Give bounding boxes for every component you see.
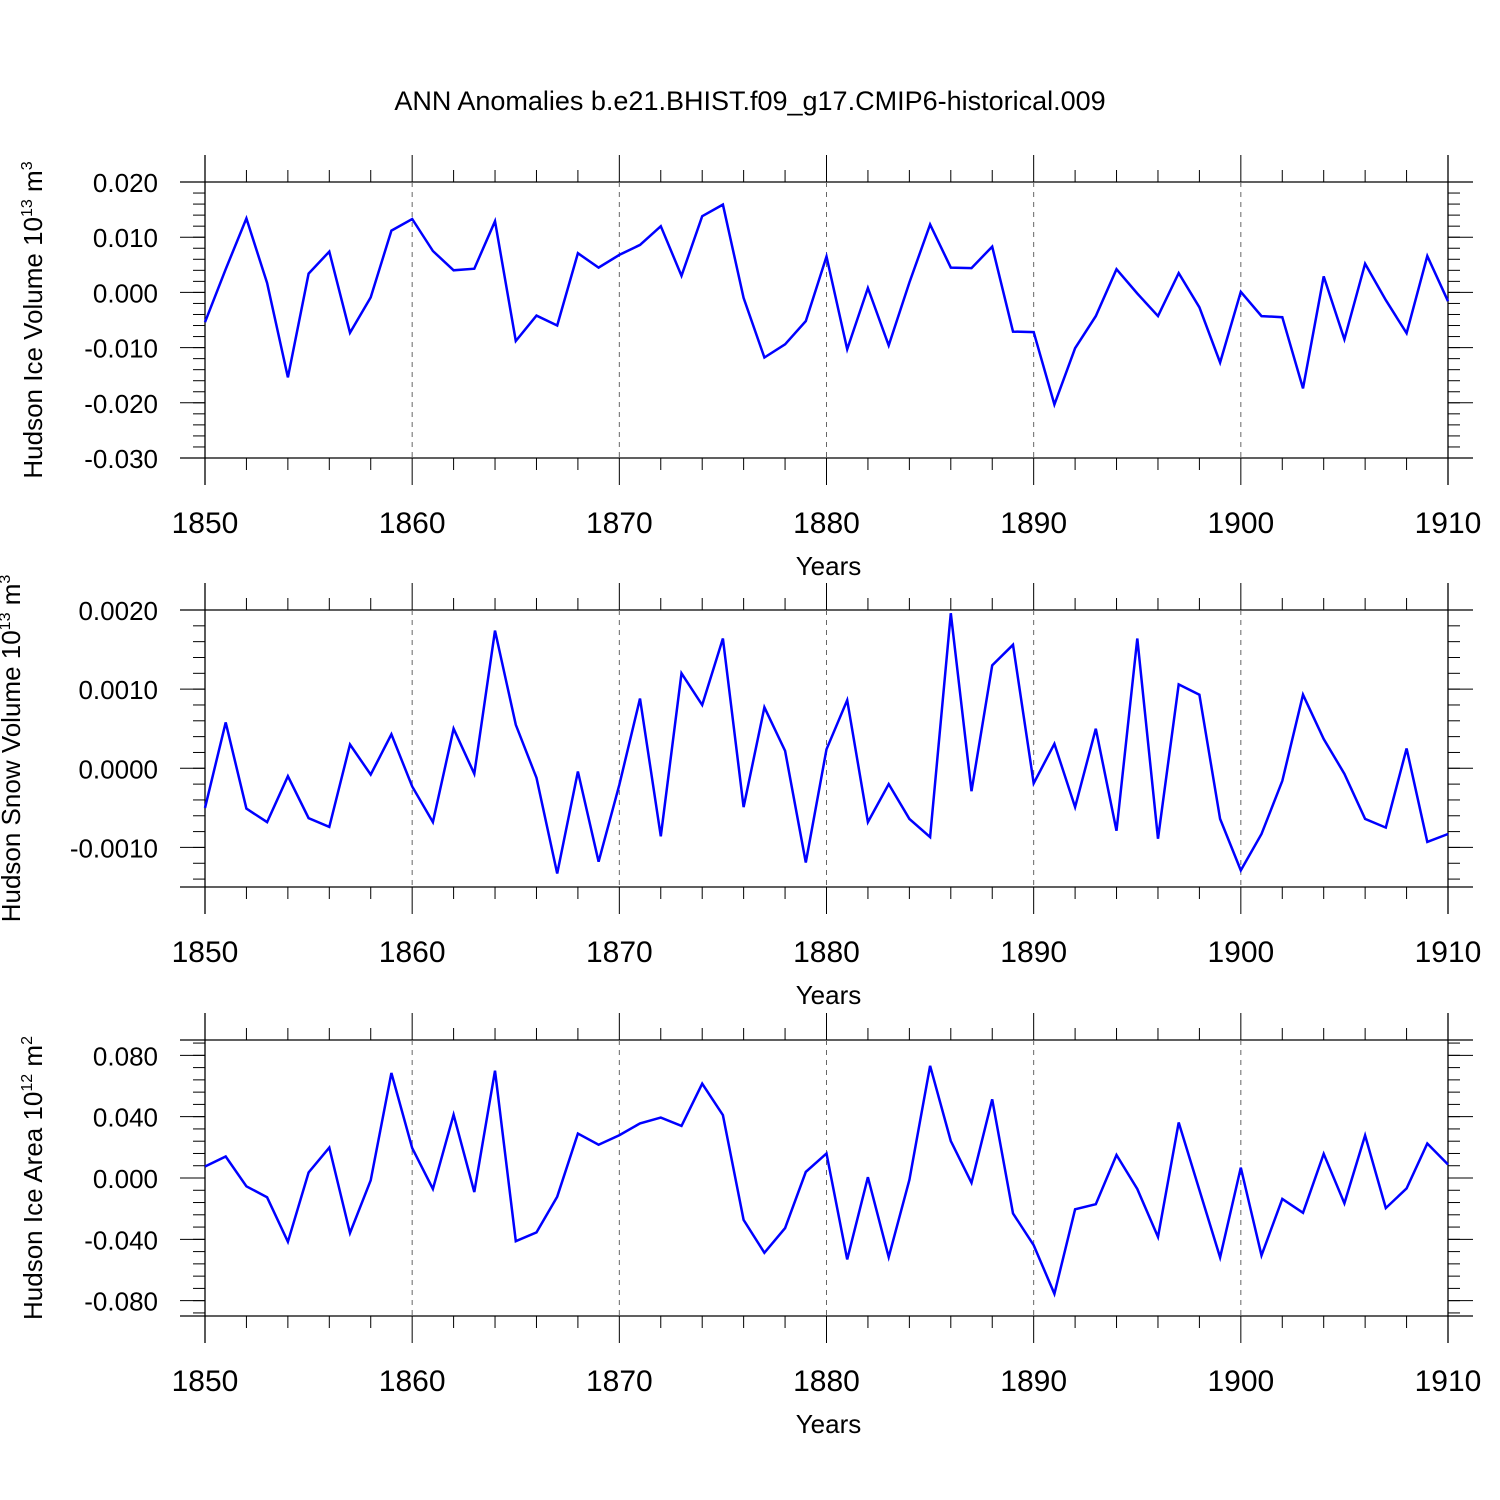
y-tick-label: -0.020 [84,389,158,419]
y-axis-title-unit-exp: 3 [0,575,14,584]
y-axis-title-unit-exp: 2 [19,1036,36,1045]
panel-ice-volume: 1850 1860 1870 1880 1890 1900 1910 -0.030 -0.020… [18,155,1481,581]
x-tick-label: 1870 [586,936,653,969]
x-tick-label: 1850 [172,1365,239,1398]
y-axis-title: Hudson Ice Area 1012 m2 [18,1036,48,1320]
y-tick-label: 0.0000 [78,754,158,784]
panels: 1850 1860 1870 1880 1890 1900 1910 -0.030 -0.020… [0,155,1481,1439]
y-axis-title-exp: 12 [19,1074,36,1092]
y-axis-title-text: Hudson Snow Volume 10 [0,630,26,922]
y-tick-label: 0.000 [93,278,158,308]
y-axis-title: Hudson Ice Volume 1013 m3 [18,161,48,478]
y-tick-label: 0.020 [93,168,158,198]
panel-snow-volume: 1850 1860 1870 1880 1890 1900 1910 -0.0010 0.000… [0,575,1481,1010]
x-tick-label: 1870 [586,1365,653,1398]
y-tick-label: 0.040 [93,1103,158,1133]
x-tick-label: 1880 [793,507,860,540]
y-axis-title-unit-exp: 3 [19,161,36,170]
y-axis-title-exp: 13 [19,199,36,217]
x-tick-label: 1890 [1000,507,1067,540]
x-tick-label: 1870 [586,507,653,540]
x-tick-label: 1850 [172,507,239,540]
y-tick-label: -0.010 [84,334,158,364]
x-tick-label: 1860 [379,1365,446,1398]
x-axis-title: Years [796,1409,862,1439]
y-axis-title-text: Hudson Ice Area 10 [18,1092,48,1320]
y-axis-title-unit: m [0,584,26,613]
x-tick-label: 1890 [1000,1365,1067,1398]
series-line [204,1065,1449,1298]
y-tick-label: 0.0020 [78,596,158,626]
x-axis-title: Years [796,551,862,581]
x-tick-label: 1900 [1207,507,1274,540]
y-axis-title-unit: m [18,170,48,199]
y-tick-label: 0.080 [93,1041,158,1071]
x-tick-label: 1900 [1207,936,1274,969]
y-tick-label: 0.010 [93,223,158,253]
series-line [203,202,1450,409]
x-tick-label: 1900 [1207,1365,1274,1398]
x-tick-label: 1890 [1000,936,1067,969]
panel-ice-area: 1850 1860 1870 1880 1890 1900 1910 -0.080 -0.040… [18,1013,1481,1439]
y-tick-label: -0.040 [84,1225,158,1255]
x-axis-title: Years [796,980,862,1010]
y-axis-title-exp: 13 [0,612,14,630]
y-axis-title-text: Hudson Ice Volume 10 [18,217,48,479]
y-axis-title-unit: m [18,1045,48,1074]
y-tick-label: -0.080 [84,1287,158,1317]
x-tick-label: 1860 [379,936,446,969]
y-tick-label: 0.0010 [78,675,158,705]
x-tick-label: 1910 [1415,1365,1482,1398]
chart-title: ANN Anomalies b.e21.BHIST.f09_g17.CMIP6-… [394,86,1105,116]
x-tick-label: 1880 [793,1365,860,1398]
x-tick-label: 1910 [1415,936,1482,969]
series-line [203,613,1449,874]
x-tick-label: 1880 [793,936,860,969]
x-tick-label: 1860 [379,507,446,540]
x-tick-label: 1910 [1415,507,1482,540]
y-tick-label: -0.0010 [70,833,158,863]
y-tick-label: 0.000 [93,1164,158,1194]
y-tick-label: -0.030 [84,444,158,474]
x-tick-label: 1850 [172,936,239,969]
y-axis-title: Hudson Snow Volume 1013 m3 [0,575,26,923]
